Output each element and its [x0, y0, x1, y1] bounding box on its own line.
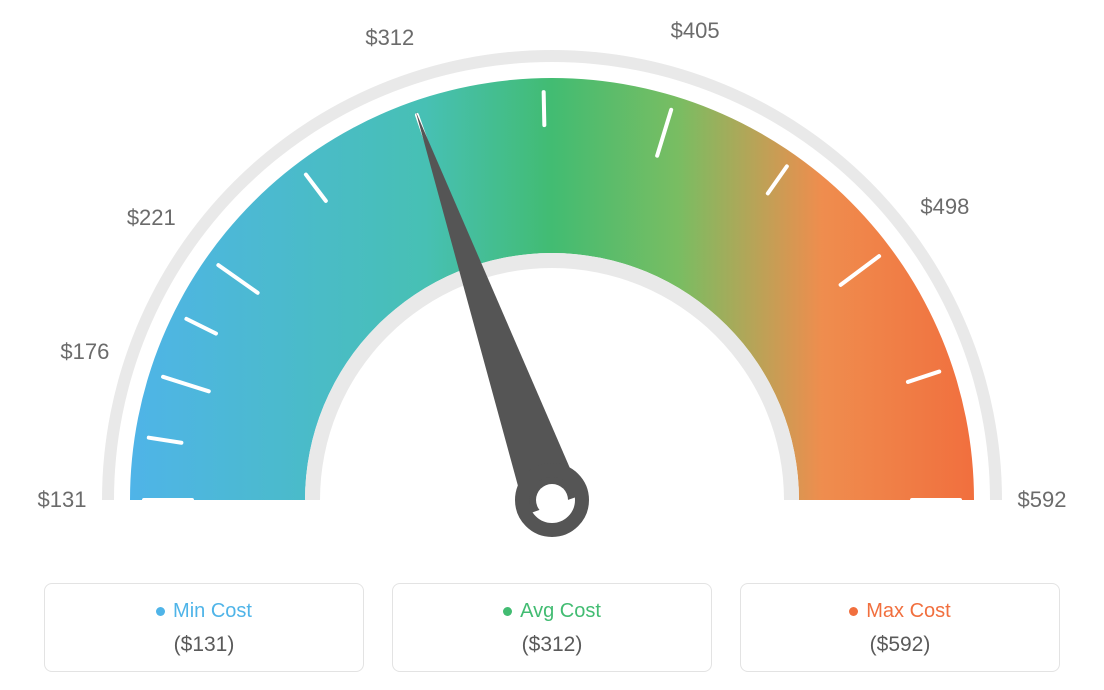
gauge-tick-label: $405	[671, 18, 720, 44]
legend-card-min: Min Cost ($131)	[44, 583, 364, 672]
legend-title-text: Min Cost	[173, 600, 252, 623]
gauge-tick-label: $221	[127, 205, 176, 231]
legend-title-max: Max Cost	[849, 600, 950, 623]
legend-row: Min Cost ($131) Avg Cost ($312) Max Cost…	[0, 583, 1104, 672]
dot-icon	[849, 607, 858, 616]
legend-title-text: Max Cost	[866, 600, 950, 623]
gauge-tick-label: $592	[1018, 487, 1067, 513]
dot-icon	[156, 607, 165, 616]
gauge-tick-label: $498	[920, 194, 969, 220]
legend-title-min: Min Cost	[156, 600, 252, 623]
cost-gauge: $131 $176 $221 $312 $405 $498 $592	[0, 0, 1104, 560]
gauge-tick-label: $312	[365, 25, 414, 51]
dot-icon	[503, 607, 512, 616]
legend-title-text: Avg Cost	[520, 600, 601, 623]
legend-value-min: ($131)	[55, 633, 353, 657]
gauge-tick-label: $176	[60, 339, 109, 365]
legend-card-max: Max Cost ($592)	[740, 583, 1060, 672]
legend-value-max: ($592)	[751, 633, 1049, 657]
gauge-tick-label: $131	[38, 487, 87, 513]
legend-value-avg: ($312)	[403, 633, 701, 657]
legend-title-avg: Avg Cost	[503, 600, 601, 623]
gauge-svg	[0, 0, 1104, 560]
legend-card-avg: Avg Cost ($312)	[392, 583, 712, 672]
